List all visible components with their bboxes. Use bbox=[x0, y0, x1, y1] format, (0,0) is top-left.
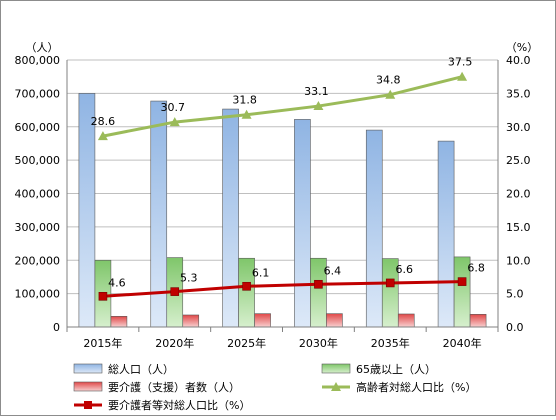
y-right-tick-label: 25.0 bbox=[506, 154, 531, 167]
bar-series-2 bbox=[326, 313, 343, 328]
marker-square bbox=[98, 291, 108, 301]
x-tick-label: 2030年 bbox=[299, 336, 338, 350]
data-label: 6.8 bbox=[467, 262, 485, 275]
legend-marker bbox=[84, 401, 92, 409]
data-label: 30.7 bbox=[161, 101, 186, 114]
data-label: 6.4 bbox=[324, 264, 342, 277]
bar-series-0 bbox=[222, 108, 239, 328]
legend-label: 要介護（支援）者数（人） bbox=[108, 380, 240, 394]
bar-series-2 bbox=[110, 316, 128, 328]
y-right-tick-label: 5.0 bbox=[506, 288, 524, 301]
bar-series-0 bbox=[365, 129, 383, 328]
bar-series-0 bbox=[78, 93, 96, 328]
bar-series-0 bbox=[294, 119, 311, 328]
marker-square bbox=[170, 287, 180, 296]
marker-square bbox=[242, 281, 251, 291]
y-left-tick-label: 200,000 bbox=[15, 254, 61, 267]
bar-series-2 bbox=[182, 314, 200, 328]
legend-label: 総人口（人） bbox=[108, 362, 174, 376]
legend-label: 要介護者等対総人口比（%） bbox=[108, 398, 250, 412]
marker-triangle bbox=[97, 131, 108, 141]
bar-series-0 bbox=[437, 140, 455, 328]
axes-layer: 0 100,000 200,000 300,000 400,000 500,000 600,… bbox=[15, 41, 539, 350]
lines-layer: 28.6 30.7 31.8 33.1 34.8 37.5 4.6 5.3 6.1 6.4 6.6 6… bbox=[91, 56, 485, 301]
y-left-tick-label: 700,000 bbox=[15, 87, 61, 100]
legend: 総人口（人） 65歳以上（人） 要介護（支援）者数（人） 高齢者対総人口比（%） 要介護… bbox=[73, 362, 476, 412]
legend-swatch bbox=[73, 381, 103, 392]
marker-square bbox=[457, 277, 467, 286]
marker-triangle bbox=[169, 117, 180, 127]
data-label: 4.6 bbox=[108, 276, 126, 289]
y-left-tick-label: 500,000 bbox=[15, 154, 61, 167]
x-tick-label: 2035年 bbox=[371, 336, 410, 350]
y-left-tick-label: 400,000 bbox=[15, 188, 61, 201]
x-tick-label: 2025年 bbox=[227, 336, 266, 350]
bar-series-2 bbox=[397, 313, 415, 328]
y-left-tick-label: 300,000 bbox=[15, 221, 61, 234]
bar-series-2 bbox=[469, 314, 487, 328]
marker-square bbox=[314, 279, 323, 289]
bar-series-2 bbox=[254, 313, 271, 328]
x-tick-label: 2020年 bbox=[155, 336, 194, 350]
legend-label: 65歳以上（人） bbox=[356, 363, 436, 376]
legend-swatch bbox=[321, 363, 351, 374]
y-right-tick-label: 35.0 bbox=[506, 87, 531, 100]
y-right-tick-label: 10.0 bbox=[506, 254, 531, 267]
data-label: 31.8 bbox=[232, 94, 257, 107]
marker-triangle bbox=[385, 89, 396, 99]
data-label: 34.8 bbox=[376, 74, 401, 87]
marker-square bbox=[385, 278, 395, 288]
data-label: 5.3 bbox=[180, 272, 198, 285]
y-right-tick-label: 20.0 bbox=[506, 188, 531, 201]
legend-swatch bbox=[73, 363, 103, 374]
y-right-tick-label: 30.0 bbox=[506, 121, 531, 134]
data-label: 37.5 bbox=[448, 56, 473, 69]
data-label: 28.6 bbox=[91, 115, 116, 128]
y-right-tick-label: 40.0 bbox=[506, 54, 531, 67]
x-tick-label: 2040年 bbox=[443, 336, 482, 350]
marker-triangle bbox=[457, 71, 468, 81]
y-right-unit: （%） bbox=[506, 41, 538, 54]
y-right-tick-label: 15.0 bbox=[506, 221, 531, 234]
y-left-tick-label: 100,000 bbox=[15, 288, 61, 301]
y-left-tick-label: 600,000 bbox=[15, 121, 61, 134]
legend-label: 高齢者対総人口比（%） bbox=[356, 380, 476, 394]
line-series-4 bbox=[102, 280, 463, 298]
x-tick-label: 2015年 bbox=[83, 336, 122, 350]
y-right-tick-label: 0.0 bbox=[506, 321, 524, 334]
line-series-3 bbox=[102, 75, 463, 138]
bars-layer bbox=[78, 93, 487, 328]
y-left-unit: （人） bbox=[26, 41, 59, 54]
y-left-tick-label: 800,000 bbox=[15, 54, 61, 67]
legend-marker bbox=[331, 382, 341, 391]
data-label: 6.6 bbox=[396, 263, 414, 276]
data-label: 33.1 bbox=[304, 85, 329, 98]
marker-triangle bbox=[313, 101, 324, 111]
marker-triangle bbox=[241, 109, 252, 119]
y-left-tick-label: 0 bbox=[53, 321, 60, 334]
data-label: 6.1 bbox=[252, 266, 270, 279]
